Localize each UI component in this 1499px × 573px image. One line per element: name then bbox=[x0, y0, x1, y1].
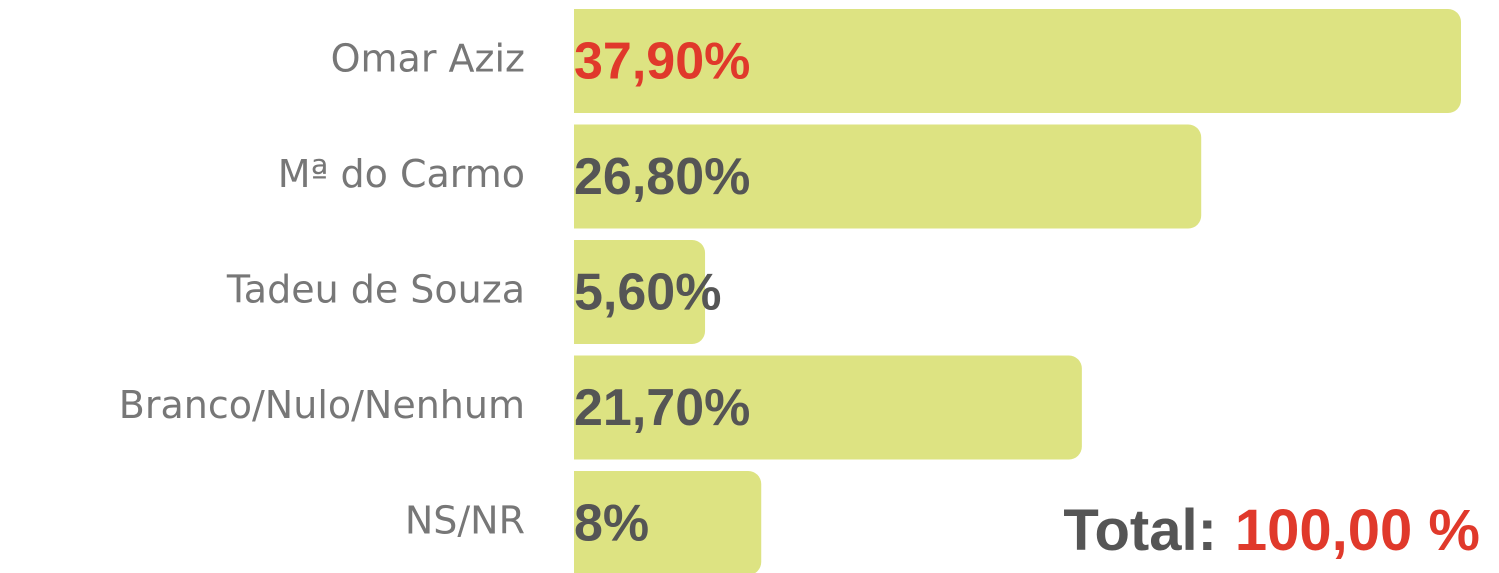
value-label: 8% bbox=[574, 495, 649, 553]
category-label: Tadeu de Souza bbox=[226, 268, 525, 312]
bar bbox=[560, 124, 1202, 229]
total-label: Total: bbox=[1063, 498, 1217, 563]
value-label: 21,70% bbox=[574, 379, 750, 437]
category-label: Branco/Nulo/Nenhum bbox=[119, 383, 525, 427]
value-label: 5,60% bbox=[574, 264, 721, 322]
mask bbox=[0, 0, 574, 573]
bar bbox=[560, 9, 1461, 113]
bar bbox=[560, 240, 706, 344]
total-value: 100,00 % bbox=[1235, 498, 1480, 563]
value-label: 26,80% bbox=[574, 148, 750, 206]
total: Total: 100,00 % bbox=[1063, 498, 1480, 563]
bar bbox=[560, 471, 762, 573]
category-label: Omar Aziz bbox=[331, 37, 525, 81]
bar bbox=[560, 355, 1082, 460]
category-label: NS/NR bbox=[405, 499, 525, 543]
category-label: Mª do Carmo bbox=[278, 152, 525, 196]
value-label: 37,90% bbox=[574, 33, 750, 91]
